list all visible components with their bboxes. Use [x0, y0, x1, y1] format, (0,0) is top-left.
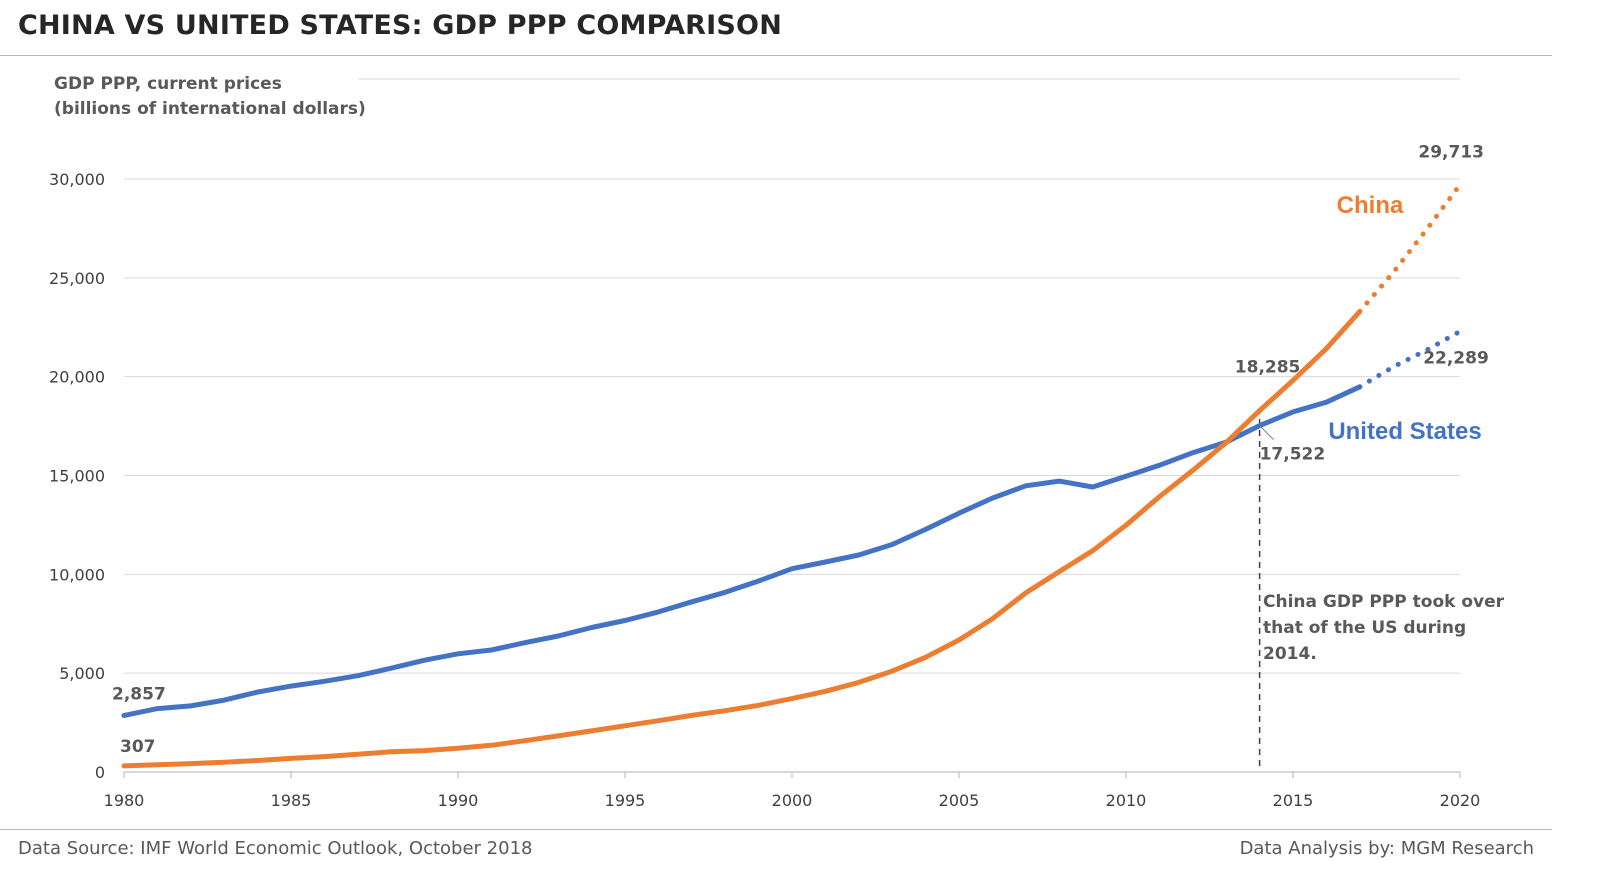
x-tick-label: 2020	[1440, 791, 1481, 810]
x-tick-label: 2005	[939, 791, 980, 810]
y-tick-label: 5,000	[59, 664, 105, 683]
y-tick-label: 0	[95, 763, 105, 782]
data-label-us-1980: 2,857	[112, 685, 166, 705]
data-label-leader-us-2014	[1259, 425, 1274, 441]
data-label-us-2020: 22,289	[1423, 348, 1489, 368]
series-projection-china	[1357, 182, 1463, 314]
title-divider	[0, 55, 1552, 56]
y-axis-title-line-1: GDP PPP, current prices	[54, 74, 282, 94]
x-tick-label: 1990	[438, 791, 479, 810]
legend-label-china: China	[1337, 192, 1404, 219]
y-tick-label: 25,000	[49, 269, 105, 288]
x-tick-label: 2000	[772, 791, 813, 810]
series-line-us	[121, 384, 1363, 718]
x-tick-label: 1985	[271, 791, 312, 810]
y-tick-label: 10,000	[49, 565, 105, 584]
y-axis-title-line-2: (billions of international dollars)	[54, 99, 366, 119]
data-label-china-2020: 29,713	[1418, 143, 1484, 163]
legend-label-us: United States	[1328, 418, 1481, 445]
series-projection-us	[1357, 328, 1463, 390]
page-title: CHINA VS UNITED STATES: GDP PPP COMPARIS…	[18, 10, 783, 41]
footer-divider	[0, 829, 1552, 830]
x-tick-label: 2010	[1106, 791, 1147, 810]
y-axis-title: GDP PPP, current prices (billions of int…	[54, 72, 366, 122]
x-tick-label: 1980	[104, 791, 145, 810]
takeover-annotation-line-1: China GDP PPP took over	[1263, 592, 1505, 612]
data-label-us-2014: 17,522	[1260, 445, 1326, 465]
data-label-china-1980: 307	[120, 737, 156, 757]
series-line-china	[121, 308, 1363, 769]
data-label-china-2014: 18,285	[1235, 358, 1301, 378]
x-tick-label: 1995	[605, 791, 646, 810]
takeover-annotation-line-3: 2014.	[1263, 644, 1317, 664]
y-tick-label: 20,000	[49, 368, 105, 387]
x-tick-label: 2015	[1273, 791, 1314, 810]
y-tick-label: 30,000	[49, 170, 105, 189]
data-source-note: Data Source: IMF World Economic Outlook,…	[18, 838, 533, 859]
takeover-annotation-line-2: that of the US during	[1263, 618, 1466, 638]
data-analysis-credit: Data Analysis by: MGM Research	[1239, 838, 1534, 859]
y-tick-label: 15,000	[49, 467, 105, 486]
